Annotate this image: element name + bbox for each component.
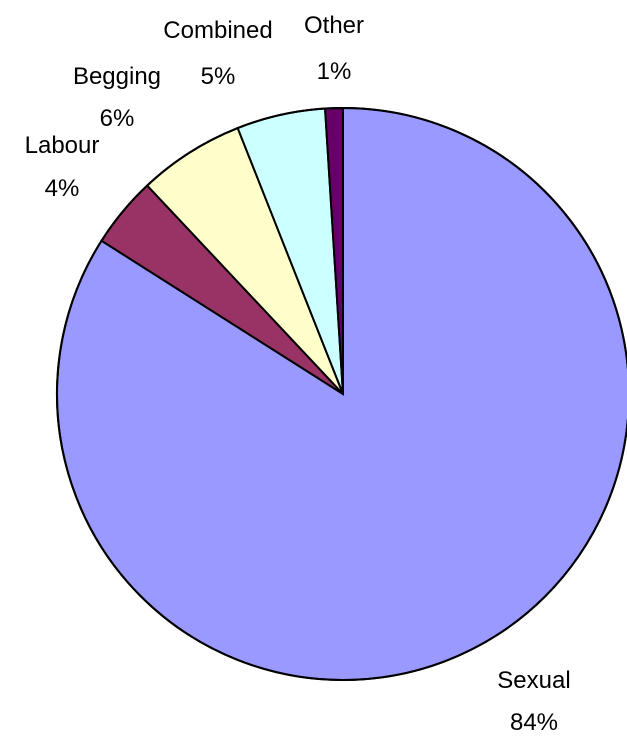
slice-name-sexual: Sexual	[497, 667, 570, 694]
slice-percent-combined: 5%	[201, 63, 236, 90]
slice-name-other: Other	[304, 12, 364, 39]
slice-percent-sexual: 84%	[510, 709, 558, 736]
pie-slices	[56, 106, 627, 681]
slice-percent-other: 1%	[317, 58, 352, 85]
pie-outline	[56, 107, 627, 681]
slice-name-begging: Begging	[73, 63, 161, 90]
slice-name-labour: Labour	[25, 132, 100, 159]
slice-name-combined: Combined	[163, 17, 272, 44]
slice-labels: Sexual 84% Labour 4% Begging 6% Combined…	[25, 12, 571, 736]
slice-percent-begging: 6%	[100, 105, 135, 132]
slice-percent-labour: 4%	[45, 175, 80, 202]
